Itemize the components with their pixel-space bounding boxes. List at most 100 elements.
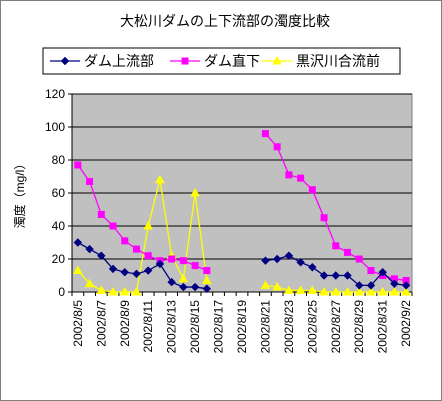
data-point: [378, 267, 387, 277]
data-point: [355, 281, 364, 290]
data-point: [261, 256, 270, 265]
data-point: [332, 242, 340, 250]
x-tick-label: 2002/8/5: [71, 300, 85, 347]
data-point: [203, 267, 211, 275]
data-point: [260, 280, 271, 289]
x-tick-label: 2002/8/17: [212, 300, 226, 354]
data-point: [178, 273, 189, 283]
data-point: [190, 282, 200, 292]
data-point: [108, 264, 118, 274]
data-point: [272, 254, 282, 264]
data-point: [143, 220, 154, 230]
y-tick-label: 20: [52, 252, 66, 266]
data-point: [132, 245, 140, 253]
data-point: [285, 171, 293, 179]
data-point: [179, 282, 188, 292]
data-point: [272, 282, 283, 291]
data-point: [132, 269, 141, 279]
data-point: [85, 244, 94, 254]
y-tick-label: 60: [52, 186, 66, 200]
data-point: [97, 210, 105, 218]
legend-label: ダム上流部: [84, 53, 154, 69]
data-point: [308, 263, 317, 272]
data-point: [74, 161, 82, 169]
data-point: [73, 238, 83, 247]
data-point: [355, 255, 363, 263]
data-point: [295, 285, 306, 294]
y-tick-label: 120: [45, 87, 65, 101]
data-point: [330, 286, 341, 296]
y-tick-label: 0: [58, 285, 65, 299]
x-tick-label: 2002/8/11: [141, 300, 155, 353]
data-point: [284, 251, 294, 260]
x-tick-label: 2002/8/27: [329, 300, 343, 354]
data-point: [284, 285, 294, 294]
data-point: [354, 286, 365, 296]
data-point: [401, 286, 411, 296]
data-point: [84, 278, 95, 288]
data-point: [190, 187, 200, 197]
data-point: [320, 214, 328, 222]
data-point: [96, 285, 107, 294]
x-tick-label: 2002/8/19: [235, 300, 249, 354]
data-point: [167, 277, 176, 287]
data-point: [366, 281, 376, 290]
data-point: [272, 55, 282, 65]
chart-title: 大松川ダムの上下流部の濁度比較: [120, 13, 330, 29]
data-point: [308, 186, 316, 194]
data-point: [401, 281, 411, 290]
data-point: [143, 266, 153, 275]
x-tick-label: 2002/8/23: [282, 300, 296, 354]
x-tick-label: 2002/8/7: [94, 300, 108, 347]
y-axis-label: 濁度（mg/l）: [12, 158, 27, 229]
data-point: [121, 237, 129, 245]
data-point: [297, 174, 305, 182]
x-tick-label: 2002/8/13: [165, 300, 179, 354]
data-point: [168, 255, 176, 263]
data-point: [131, 286, 142, 296]
data-point: [202, 284, 212, 293]
x-tick-label: 2002/8/29: [352, 300, 366, 354]
data-point: [261, 130, 269, 138]
chart-legend: ダム上流部 ダム直下 黒沢川合流前: [42, 47, 401, 75]
data-point: [109, 222, 117, 230]
x-tick-label: 2002/8/31: [376, 300, 390, 354]
data-point: [296, 258, 305, 267]
x-tick-label: 2002/8/21: [258, 300, 272, 354]
x-tick-label: 2002/9/2: [399, 300, 413, 347]
y-tick-label: 40: [52, 219, 66, 233]
data-point: [344, 248, 352, 256]
data-point: [97, 251, 106, 260]
data-point: [319, 271, 329, 280]
data-point: [181, 57, 189, 65]
data-point: [319, 286, 329, 296]
data-point: [201, 275, 212, 284]
data-point: [155, 174, 165, 184]
y-axis: 0 20 40 60 80 100 120: [45, 87, 73, 299]
data-point: [144, 252, 152, 260]
data-point: [155, 259, 165, 269]
legend-label: 黒沢川合流前: [296, 53, 380, 69]
data-point: [60, 56, 70, 66]
series-diamond: [73, 238, 411, 293]
y-tick-label: 80: [52, 153, 66, 167]
legend-label: ダム直下: [204, 53, 260, 69]
data-point: [390, 279, 399, 288]
legend-box: [42, 47, 401, 75]
data-point: [307, 285, 318, 294]
data-point: [179, 257, 187, 265]
data-point: [366, 286, 376, 296]
data-point: [342, 286, 353, 296]
data-point: [119, 286, 130, 296]
data-point: [108, 286, 118, 296]
data-point: [273, 143, 281, 151]
series-group: [73, 130, 411, 296]
x-tick-label: 2002/8/25: [305, 300, 319, 354]
x-tick-label: 2002/8/15: [188, 300, 202, 354]
data-point: [377, 286, 388, 296]
data-point: [343, 271, 352, 280]
data-point: [86, 177, 94, 185]
data-point: [389, 286, 400, 296]
series-triangle: [73, 174, 411, 296]
